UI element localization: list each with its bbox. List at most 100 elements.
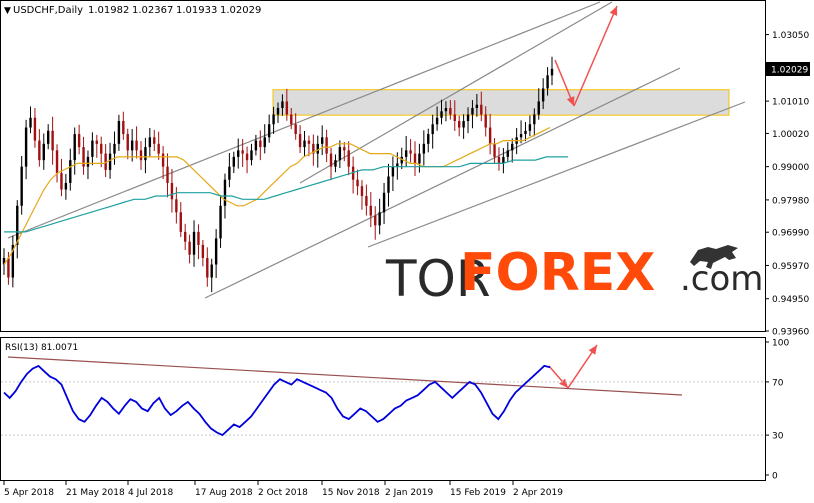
ohlc-value: 1.02367	[132, 5, 173, 16]
candle-body	[307, 140, 311, 144]
symbol-label: USDCHF,Daily	[13, 5, 83, 16]
candle-body	[404, 150, 408, 157]
candle-body	[360, 186, 364, 197]
candle-body	[108, 153, 112, 170]
arrow-up	[573, 5, 618, 107]
trend-channel-line	[367, 101, 746, 248]
candle-body	[528, 124, 532, 131]
time-tick-label: 17 Aug 2018	[195, 488, 253, 498]
candle-body	[46, 130, 50, 144]
candle-body	[546, 75, 549, 89]
rsi-tick-label: 30	[772, 432, 784, 442]
time-tick-label: 2 Apr 2019	[513, 488, 563, 498]
symbol-icon: ▼	[4, 6, 11, 16]
candle-body	[471, 107, 474, 115]
candle-body	[541, 88, 545, 102]
candle-body	[457, 121, 461, 128]
candle-body	[320, 137, 324, 144]
candle-body	[245, 153, 249, 161]
candle-body	[170, 182, 174, 200]
current-price-marker	[766, 62, 810, 76]
rsi-arrow-up-head	[588, 345, 597, 355]
candle-body	[55, 150, 59, 174]
candle-body	[113, 143, 116, 154]
candle-body	[161, 153, 165, 167]
logo-com: .com	[680, 259, 763, 299]
candle-body	[511, 143, 514, 151]
candle-body	[144, 147, 147, 161]
candle-body	[347, 150, 350, 167]
arrow-down-head	[566, 96, 575, 106]
candle-body	[382, 192, 386, 213]
candle-body	[325, 137, 328, 154]
price-tick-label: 0.96990	[772, 229, 809, 239]
candle-body	[281, 101, 284, 108]
candle-body	[192, 231, 196, 255]
bull-icon	[690, 245, 738, 269]
rsi-arrow-down-head	[559, 378, 568, 388]
candle-body	[387, 176, 390, 193]
candle-body	[449, 107, 452, 115]
candle-body	[69, 160, 72, 183]
candle-body	[241, 150, 244, 154]
candle-body	[20, 166, 23, 206]
time-tick-label: 21 May 2018	[66, 488, 125, 498]
candle-body	[356, 179, 359, 187]
candle-body	[298, 134, 302, 148]
time-tick-label: 15 Feb 2019	[450, 488, 506, 498]
candle-body	[427, 134, 430, 144]
candle-body	[2, 257, 6, 265]
candle-body	[183, 231, 187, 242]
candle-body	[422, 143, 426, 154]
candle-body	[502, 156, 505, 164]
candle-body	[462, 121, 465, 128]
resistance-zone	[272, 89, 730, 116]
candle-body	[139, 150, 143, 161]
rsi-panel-frame	[0, 337, 766, 481]
candle-body	[338, 147, 342, 161]
candle-body	[11, 244, 15, 278]
candle-body	[188, 241, 191, 255]
price-tick-label: 0.94950	[772, 295, 809, 305]
candle-body	[135, 140, 138, 151]
candle-body	[122, 121, 125, 135]
candle-body	[73, 134, 76, 161]
candle-body	[232, 156, 236, 167]
rsi-trendline	[7, 356, 683, 396]
candle-body	[77, 134, 81, 148]
candle-body	[126, 134, 129, 151]
candle-body	[475, 104, 479, 108]
candle-body	[435, 117, 439, 125]
candle-body	[51, 130, 54, 151]
candle-body	[16, 205, 19, 245]
candle-body	[480, 104, 483, 115]
price-tick-label: 1.00020	[772, 130, 809, 140]
candle-body	[418, 153, 421, 164]
candle-body	[334, 160, 337, 167]
ema-fast-line	[3, 126, 551, 265]
candle-body	[316, 143, 319, 154]
candle-body	[329, 153, 333, 167]
candle-body	[157, 143, 160, 154]
price-tick-label: 1.01010	[772, 98, 809, 108]
candle-body	[64, 182, 68, 190]
ohlc-value: 1.01933	[176, 5, 217, 16]
torforex-logo: TOR FOREX .com	[385, 243, 763, 308]
candle-body	[237, 150, 240, 157]
candle-body	[409, 150, 412, 154]
candle-body	[466, 114, 470, 122]
candle-body	[250, 150, 253, 161]
candle-body	[413, 153, 417, 164]
price-tick-label: 1.03050	[772, 31, 809, 41]
time-tick-label: 15 Nov 2018	[322, 488, 380, 498]
time-tick-label: 2 Oct 2018	[258, 488, 308, 498]
candle-body	[374, 215, 377, 226]
candle-body	[33, 117, 37, 141]
time-tick-label: 5 Apr 2018	[4, 488, 54, 498]
time-tick-label: 2 Jan 2019	[385, 488, 433, 498]
candle-body	[223, 179, 227, 206]
trend-channel-lines	[7, 1, 746, 299]
candle-body	[431, 124, 434, 135]
rsi-axis: 100 70 30 0	[765, 339, 789, 482]
candle-body	[130, 140, 134, 151]
